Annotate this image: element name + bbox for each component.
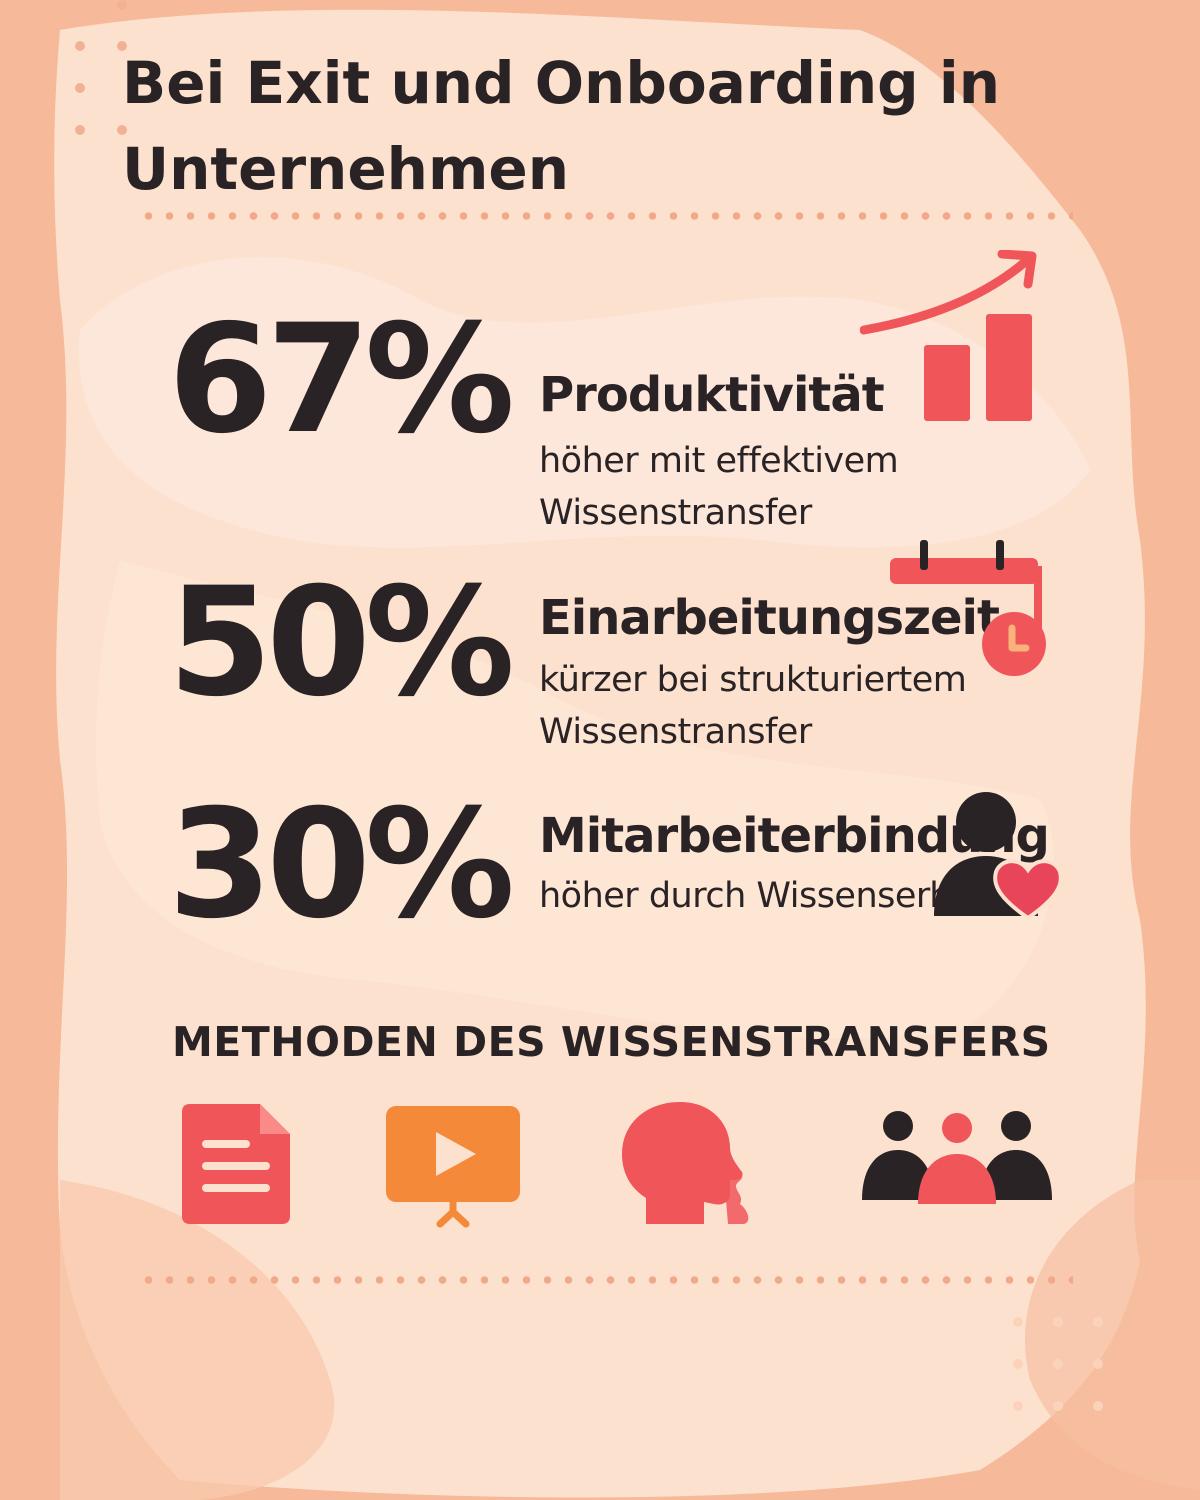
bar-chart-growth-icon	[860, 250, 1037, 421]
group-icon	[862, 1111, 1052, 1204]
calendar-clock-icon	[890, 540, 1046, 676]
stat-retention: 30% Mitarbeiterbindung höher durch Wisse…	[168, 790, 1068, 1030]
speaking-heads-icon	[622, 1102, 749, 1224]
top-dotted-divider	[138, 212, 1073, 220]
bottom-dotted-divider	[138, 1276, 1073, 1284]
page-title: Bei Exit und Onboarding in Unternehmen	[122, 49, 1001, 203]
stat-onboarding-time: 50% Einarbeitungszeit kürzer bei struktu…	[168, 540, 1068, 808]
document-icon	[182, 1104, 290, 1224]
stat-value: 67%	[168, 293, 515, 467]
stat-value: 30%	[168, 778, 515, 952]
methods-title: METHODEN DES WISSENSTRANSFERS	[172, 1018, 1051, 1066]
stat-heading: Produktivität	[539, 367, 885, 423]
person-heart-icon	[934, 792, 1063, 921]
stat-value: 50%	[168, 556, 515, 730]
stat-productivity: 67% Produktivität höher mit effektivem W…	[168, 250, 1068, 545]
stat-heading: Einarbeitungszeit	[539, 590, 1000, 646]
stat-description: kürzer bei strukturiertem Wissenstransfe…	[539, 660, 967, 752]
video-presentation-icon	[386, 1106, 520, 1228]
stat-description: höher durch Wissenserhalt	[539, 876, 995, 916]
stat-description: höher mit effektivem Wissenstransfer	[539, 441, 899, 533]
